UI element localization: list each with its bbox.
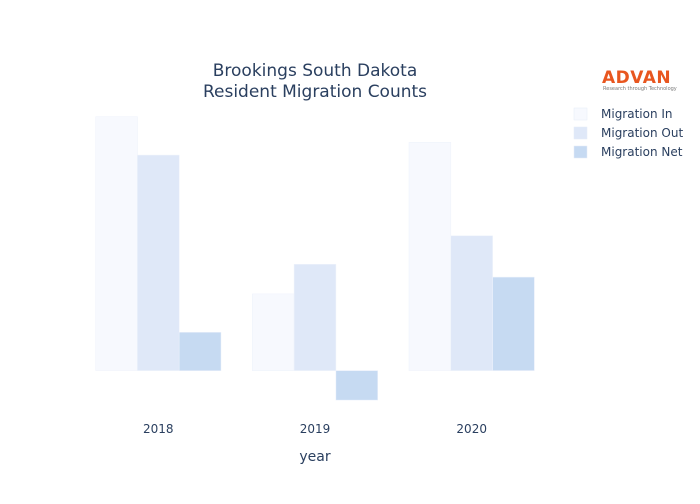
legend-label: Migration Net [601,145,683,159]
chart-title: Brookings South Dakota Resident Migratio… [203,61,427,102]
advan-logo: ADVAN Research through Technology [602,68,677,92]
legend-label: Migration In [601,107,673,121]
chart-title-line-2: Resident Migration Counts [203,82,427,102]
x-axis-title: year [299,449,330,465]
bars-group [95,116,535,401]
x-axis-ticks: 2018 2019 2020 [143,422,487,436]
logo-wordmark: ADVAN [602,68,671,88]
bar-migration-out-2020 [450,235,493,371]
legend-item-migration-net[interactable]: Migration Net [573,145,683,159]
legend-swatch [573,126,588,140]
bar-migration-in-2019 [252,293,295,371]
bar-migration-net-2018 [178,332,222,371]
legend-swatch [573,145,588,159]
bar-migration-net-2020 [492,276,535,371]
bar-migration-net-2019 [335,370,378,401]
legend-item-migration-in[interactable]: Migration In [573,107,673,121]
x-tick-label-2018: 2018 [143,422,174,436]
x-tick-label-2019: 2019 [300,422,331,436]
chart-title-line-1: Brookings South Dakota [213,61,418,81]
logo-tagline: Research through Technology [603,86,677,92]
legend-label: Migration Out [601,126,683,140]
legend-swatch [573,107,588,121]
bar-migration-out-2018 [137,154,180,371]
legend: Migration In Migration Out Migration Net [573,107,683,159]
legend-item-migration-out[interactable]: Migration Out [573,126,683,140]
bar-migration-out-2019 [293,264,337,371]
bar-migration-in-2020 [408,142,452,371]
x-tick-label-2020: 2020 [456,422,487,436]
bar-migration-in-2018 [95,116,138,371]
